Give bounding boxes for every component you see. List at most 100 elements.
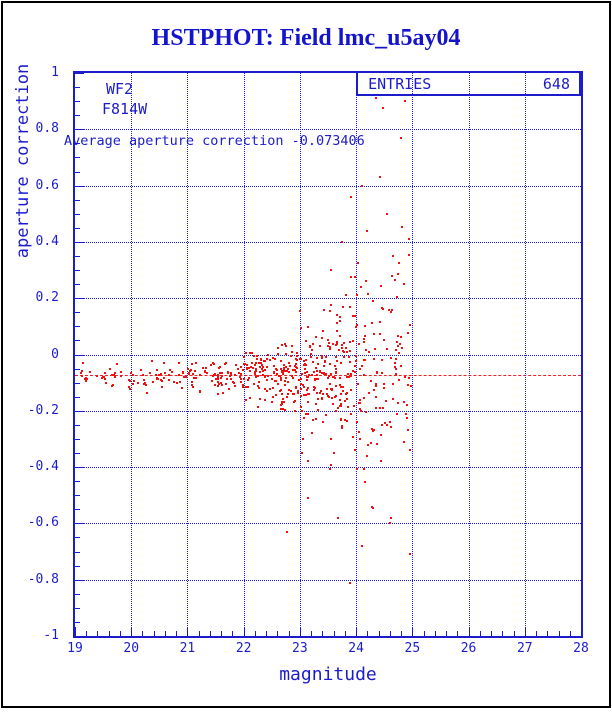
scatter-point <box>227 370 230 373</box>
x-tick-label: 21 <box>179 641 196 656</box>
scatter-point <box>326 344 329 347</box>
x-minor-tick <box>97 631 99 636</box>
scatter-point <box>248 369 251 372</box>
scatter-point <box>342 305 344 308</box>
scatter-point <box>104 377 107 380</box>
scatter-point <box>304 393 307 396</box>
scatter-point <box>128 388 131 391</box>
scatter-point <box>242 377 245 380</box>
scatter-point <box>332 451 335 454</box>
scatter-point <box>155 368 158 371</box>
scatter-point <box>386 212 388 215</box>
scatter-point <box>247 367 250 370</box>
scatter-point <box>181 372 184 374</box>
scatter-point <box>339 320 342 323</box>
grid-line-horizontal <box>75 354 581 356</box>
scatter-point <box>379 459 382 462</box>
grid-line-vertical <box>243 73 245 636</box>
scatter-point <box>323 308 326 311</box>
scatter-point <box>149 371 152 374</box>
scatter-point <box>259 398 261 401</box>
average-correction-label: Average aperture correction -0.073406 <box>64 133 365 149</box>
scatter-point <box>225 378 228 381</box>
scatter-point <box>307 393 310 396</box>
scatter-point <box>338 335 341 338</box>
scatter-point <box>306 375 309 378</box>
scatter-point <box>254 364 257 367</box>
scatter-point <box>163 377 165 380</box>
scatter-point <box>282 408 285 410</box>
scatter-point <box>380 433 383 436</box>
scatter-point <box>163 371 166 374</box>
scatter-point <box>312 342 314 345</box>
x-tick-label: 24 <box>348 641 364 656</box>
entries-box: ENTRIES 648 <box>356 71 581 96</box>
scatter-point <box>279 389 282 392</box>
grid-line-vertical <box>356 73 358 636</box>
scatter-point <box>374 385 377 388</box>
scatter-point <box>245 366 248 369</box>
scatter-point <box>316 370 319 372</box>
scatter-point <box>328 310 331 313</box>
scatter-point <box>255 362 258 365</box>
scatter-point <box>242 368 245 371</box>
scatter-point <box>280 378 283 381</box>
scatter-point <box>258 387 261 390</box>
grid-line-vertical <box>299 73 301 636</box>
scatter-point <box>302 364 305 367</box>
scatter-point <box>271 377 274 380</box>
scatter-point <box>317 363 320 366</box>
scatter-point <box>335 322 338 325</box>
scatter-point <box>300 451 303 454</box>
y-tick-label: -0.6 <box>27 515 59 531</box>
scatter-point <box>282 364 285 366</box>
scatter-point <box>363 373 366 376</box>
scatter-point <box>390 425 393 428</box>
x-minor-tick <box>221 631 223 636</box>
scatter-point <box>238 372 241 375</box>
scatter-point <box>325 388 328 391</box>
scatter-point <box>145 391 148 394</box>
scatter-point <box>212 374 214 377</box>
scatter-point <box>322 393 325 396</box>
scatter-point <box>409 553 412 556</box>
scatter-point <box>262 369 265 372</box>
scatter-point <box>219 376 222 379</box>
scatter-point <box>273 365 276 368</box>
scatter-point <box>250 361 253 364</box>
scatter-point <box>339 393 342 396</box>
scatter-point <box>184 376 187 378</box>
scatter-point <box>264 368 266 371</box>
scatter-point <box>214 377 217 380</box>
y-axis-label: aperture correction <box>13 63 33 259</box>
scatter-point <box>267 375 269 378</box>
y-minor-tick <box>75 312 80 314</box>
scatter-point <box>243 362 246 365</box>
plot-frame <box>73 71 583 638</box>
y-minor-tick <box>75 213 80 215</box>
y-minor-tick <box>75 157 80 159</box>
scatter-point <box>247 378 250 381</box>
scatter-point <box>324 372 327 375</box>
scatter-point <box>342 390 344 392</box>
scatter-point <box>258 366 261 369</box>
scatter-point <box>391 397 394 400</box>
scatter-point <box>348 341 351 344</box>
scatter-point <box>389 357 392 359</box>
scatter-point <box>344 399 347 402</box>
scatter-point <box>246 367 249 370</box>
scatter-point <box>140 369 142 372</box>
scatter-point <box>329 347 331 350</box>
scatter-point <box>285 353 288 356</box>
scatter-point <box>288 370 290 373</box>
scatter-point <box>258 381 261 384</box>
scatter-point <box>387 308 390 311</box>
scatter-point <box>205 372 208 375</box>
scatter-point <box>84 379 87 382</box>
scatter-point <box>309 353 312 356</box>
y-minor-tick <box>75 171 80 173</box>
scatter-point <box>330 464 333 467</box>
scatter-point <box>379 320 382 323</box>
y-minor-tick <box>75 199 80 201</box>
scatter-point <box>372 506 375 509</box>
